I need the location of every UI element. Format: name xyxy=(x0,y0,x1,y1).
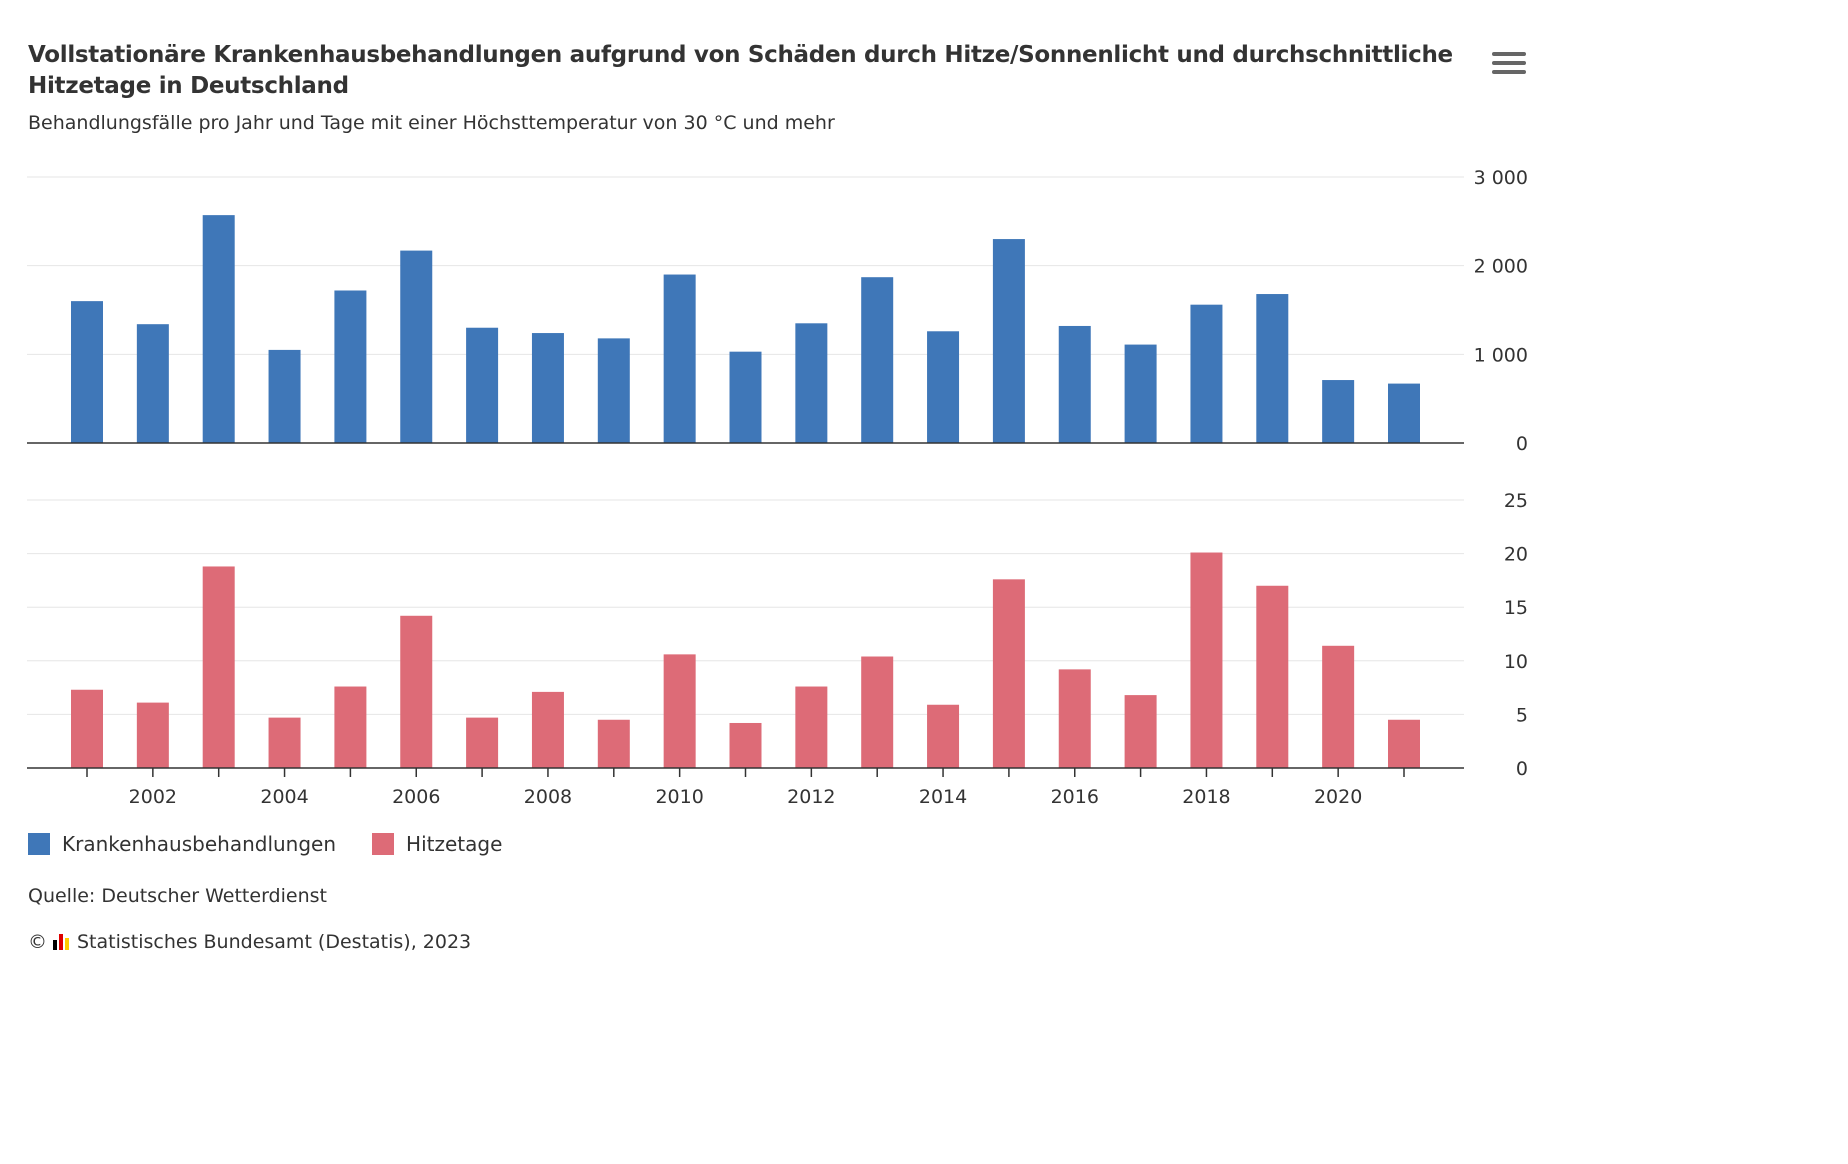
bar-hitzetage[interactable] xyxy=(597,719,630,768)
bar-hitzetage[interactable] xyxy=(268,717,301,768)
x-tick-label: 2020 xyxy=(1314,786,1362,808)
x-tick-label: 2014 xyxy=(919,786,967,808)
bar-hitzetage[interactable] xyxy=(1322,645,1355,768)
bar-krankenhaus[interactable] xyxy=(1124,344,1157,443)
bar-hitzetage[interactable] xyxy=(992,579,1025,768)
chart-subtitle: Behandlungsfälle pro Jahr und Tage mit e… xyxy=(28,112,835,134)
bar-krankenhaus[interactable] xyxy=(268,349,301,443)
bar-krankenhaus[interactable] xyxy=(400,250,433,443)
bar-hitzetage[interactable] xyxy=(1256,585,1289,768)
bar-krankenhaus[interactable] xyxy=(136,324,169,443)
x-tick-label: 2018 xyxy=(1182,786,1230,808)
bar-hitzetage[interactable] xyxy=(334,686,367,768)
bar-krankenhaus[interactable] xyxy=(531,333,564,443)
y-tick-label: 3 000 xyxy=(1474,167,1528,189)
copyright-symbol: © xyxy=(28,931,47,953)
bar-krankenhaus[interactable] xyxy=(334,290,367,443)
logo-bar xyxy=(53,940,57,950)
logo-bar xyxy=(65,938,69,950)
bar-hitzetage[interactable] xyxy=(1190,552,1223,768)
bar-hitzetage[interactable] xyxy=(1124,695,1157,768)
x-tick-label: 2004 xyxy=(260,786,308,808)
x-tick-label: 2016 xyxy=(1051,786,1099,808)
bar-krankenhaus[interactable] xyxy=(795,323,828,443)
legend-label-krankenhaus: Krankenhausbehandlungen xyxy=(62,832,337,856)
chart-title: Vollstationäre Krankenhausbehandlungen a… xyxy=(28,42,1453,99)
bar-hitzetage[interactable] xyxy=(1058,669,1091,768)
bar-hitzetage[interactable] xyxy=(71,689,103,768)
bar-krankenhaus[interactable] xyxy=(992,239,1025,443)
source-note: Quelle: Deutscher Wetterdienst xyxy=(28,885,327,907)
chart-container xyxy=(22,36,1532,976)
bar-hitzetage[interactable] xyxy=(663,654,696,768)
legend-swatch-krankenhaus xyxy=(28,833,50,855)
legend: Krankenhausbehandlungen Hitzetage xyxy=(28,832,538,856)
credits[interactable]: © Statistisches Bundesamt (Destatis), 20… xyxy=(28,931,471,953)
legend-label-hitzetage: Hitzetage xyxy=(406,832,503,856)
y-tick-label: 0 xyxy=(1516,433,1528,455)
menu-line xyxy=(1492,70,1526,74)
y-tick-label: 25 xyxy=(1504,490,1528,512)
x-tick-label: 2006 xyxy=(392,786,440,808)
menu-line xyxy=(1492,52,1526,56)
bar-krankenhaus[interactable] xyxy=(1058,325,1091,443)
bar-krankenhaus[interactable] xyxy=(1322,380,1355,443)
chart-plot: 0 1 000 2 000 3 000 0 5 10 15 20 25 2002 2004 2006 20… xyxy=(27,167,1528,808)
x-tick-label: 2002 xyxy=(129,786,177,808)
bar-hitzetage[interactable] xyxy=(927,704,960,768)
bar-krankenhaus[interactable] xyxy=(861,277,894,443)
bar-krankenhaus[interactable] xyxy=(466,327,499,443)
bar-hitzetage[interactable] xyxy=(1388,719,1420,768)
menu-line xyxy=(1492,61,1526,65)
hamburger-menu-icon[interactable] xyxy=(1492,52,1526,80)
bar-krankenhaus[interactable] xyxy=(202,215,235,443)
bar-hitzetage[interactable] xyxy=(861,656,894,768)
x-tick-label: 2010 xyxy=(655,786,703,808)
bar-krankenhaus[interactable] xyxy=(1256,294,1289,443)
bar-hitzetage[interactable] xyxy=(531,691,564,768)
destatis-logo-icon xyxy=(53,934,71,950)
bar-krankenhaus[interactable] xyxy=(1190,304,1223,443)
y-tick-label: 0 xyxy=(1516,758,1528,780)
bar-krankenhaus[interactable] xyxy=(729,351,762,443)
bar-hitzetage[interactable] xyxy=(400,615,433,768)
x-tick-label: 2012 xyxy=(787,786,835,808)
legend-swatch-hitzetage xyxy=(372,833,395,855)
y-tick-label: 5 xyxy=(1516,704,1528,726)
bar-krankenhaus[interactable] xyxy=(597,338,630,443)
x-tick-label: 2008 xyxy=(524,786,572,808)
legend-item-krankenhaus[interactable]: Krankenhausbehandlungen xyxy=(28,832,336,856)
bar-hitzetage[interactable] xyxy=(795,686,828,768)
y-tick-label: 2 000 xyxy=(1474,256,1528,278)
legend-item-hitzetage[interactable]: Hitzetage xyxy=(372,832,502,856)
bar-krankenhaus[interactable] xyxy=(927,331,960,443)
bar-hitzetage[interactable] xyxy=(466,717,499,768)
bar-krankenhaus[interactable] xyxy=(663,274,696,443)
y-tick-label: 15 xyxy=(1504,597,1528,619)
bar-hitzetage[interactable] xyxy=(136,702,169,768)
logo-bar xyxy=(59,934,63,950)
bar-hitzetage[interactable] xyxy=(729,722,762,768)
bar-krankenhaus[interactable] xyxy=(71,301,103,443)
y-tick-label: 20 xyxy=(1504,544,1528,566)
credits-text: Statistisches Bundesamt (Destatis), 2023 xyxy=(77,931,472,953)
bar-hitzetage[interactable] xyxy=(202,566,235,768)
y-tick-label: 1 000 xyxy=(1474,344,1528,366)
bar-krankenhaus[interactable] xyxy=(1388,383,1420,443)
y-tick-label: 10 xyxy=(1504,651,1528,673)
